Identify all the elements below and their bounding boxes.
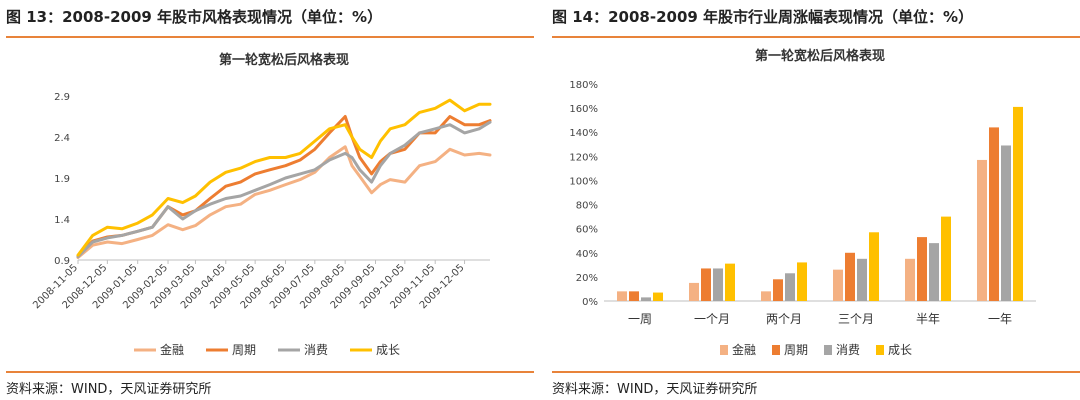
legend-label: 金融: [160, 342, 184, 357]
line-chart: 第一轮宽松后风格表现0.91.41.92.42.92008-11-052008-…: [31, 52, 492, 357]
y-tick-label: 140%: [569, 128, 598, 139]
bar-消费: [641, 297, 651, 301]
bar-成长: [941, 216, 951, 301]
series-line-成长: [76, 98, 492, 257]
chart-title: 第一轮宽松后风格表现: [755, 48, 885, 64]
bar-金融: [833, 269, 843, 301]
y-tick-label: 0%: [582, 297, 598, 308]
bar-金融: [761, 291, 771, 301]
bar-金融: [905, 258, 915, 301]
bar-周期: [701, 268, 711, 301]
bar-成长: [1013, 106, 1023, 302]
bar-金融: [689, 282, 699, 301]
legend-swatch: [824, 345, 832, 355]
figure-14: 图 14：2008-2009 年股市行业周涨幅表现情况（单位：%） 第一轮宽松后…: [552, 0, 1080, 400]
bar-成长: [653, 292, 663, 301]
legend-label: 消费: [304, 343, 328, 357]
legend-swatch: [876, 345, 884, 355]
y-tick-label: 0.9: [54, 256, 70, 267]
title-divider: [6, 36, 534, 38]
bar-周期: [989, 127, 999, 302]
bar-消费: [857, 258, 867, 301]
legend-label: 成长: [376, 343, 400, 357]
y-tick-label: 120%: [569, 152, 598, 163]
bottom-divider: [6, 371, 534, 373]
chart-title: 第一轮宽松后风格表现: [219, 52, 349, 68]
figure-caption: 图 14：2008-2009 年股市行业周涨幅表现情况（单位：%）: [552, 8, 974, 26]
legend-swatch: [772, 345, 780, 355]
bar-金融: [977, 159, 987, 301]
x-tick-label: 一个月: [694, 312, 730, 326]
source-note: 资料来源：WIND，天风证券研究所: [552, 382, 758, 397]
y-tick-label: 60%: [576, 225, 598, 236]
legend-label: 消费: [836, 343, 860, 357]
figure-caption: 图 13：2008-2009 年股市风格表现情况（单位：%）: [6, 8, 383, 26]
bar-周期: [917, 237, 927, 301]
y-tick-label: 1.9: [54, 174, 70, 185]
bar-成长: [725, 263, 735, 301]
bar-chart: 第一轮宽松后风格表现 0% 20% 40% 60% 80% 100% 120% 140% 160%…: [569, 48, 1036, 357]
y-tick-label: 20%: [576, 273, 598, 284]
bar-成长: [869, 232, 879, 301]
y-tick-label: 80%: [576, 201, 598, 212]
x-tick-label: 两个月: [766, 312, 802, 326]
title-divider: [552, 36, 1080, 38]
y-tick-label: 40%: [576, 249, 598, 260]
x-tick-label: 三个月: [838, 312, 874, 326]
series-line-消费: [76, 120, 492, 259]
figure-13: 图 13：2008-2009 年股市风格表现情况（单位：%） 第一轮宽松后风格表…: [6, 0, 534, 400]
series-line-金融: [76, 145, 492, 259]
x-tick-label: 一年: [988, 312, 1012, 326]
source-note: 资料来源：WIND，天风证券研究所: [6, 382, 212, 397]
legend-label: 周期: [232, 343, 256, 357]
bar-消费: [785, 273, 795, 301]
y-tick-label: 2.9: [54, 92, 70, 103]
bar-成长: [797, 262, 807, 301]
y-tick-label: 180%: [569, 80, 598, 91]
bottom-divider: [552, 371, 1080, 373]
bar-周期: [773, 279, 783, 301]
y-tick-label: 100%: [569, 176, 598, 187]
legend-label: 周期: [784, 343, 808, 357]
bar-金融: [617, 291, 627, 301]
bar-消费: [1001, 145, 1011, 301]
y-tick-label: 160%: [569, 104, 598, 115]
bar-消费: [713, 268, 723, 301]
x-tick-label: 半年: [916, 312, 940, 326]
y-tick-label: 1.4: [54, 215, 70, 226]
x-tick-label: 一周: [628, 312, 652, 326]
legend-label: 金融: [732, 342, 756, 357]
bar-周期: [845, 252, 855, 301]
bar-消费: [929, 243, 939, 301]
y-tick-label: 2.4: [54, 133, 70, 144]
legend-label: 成长: [888, 343, 912, 357]
bar-周期: [629, 291, 639, 301]
legend-swatch: [720, 345, 728, 355]
